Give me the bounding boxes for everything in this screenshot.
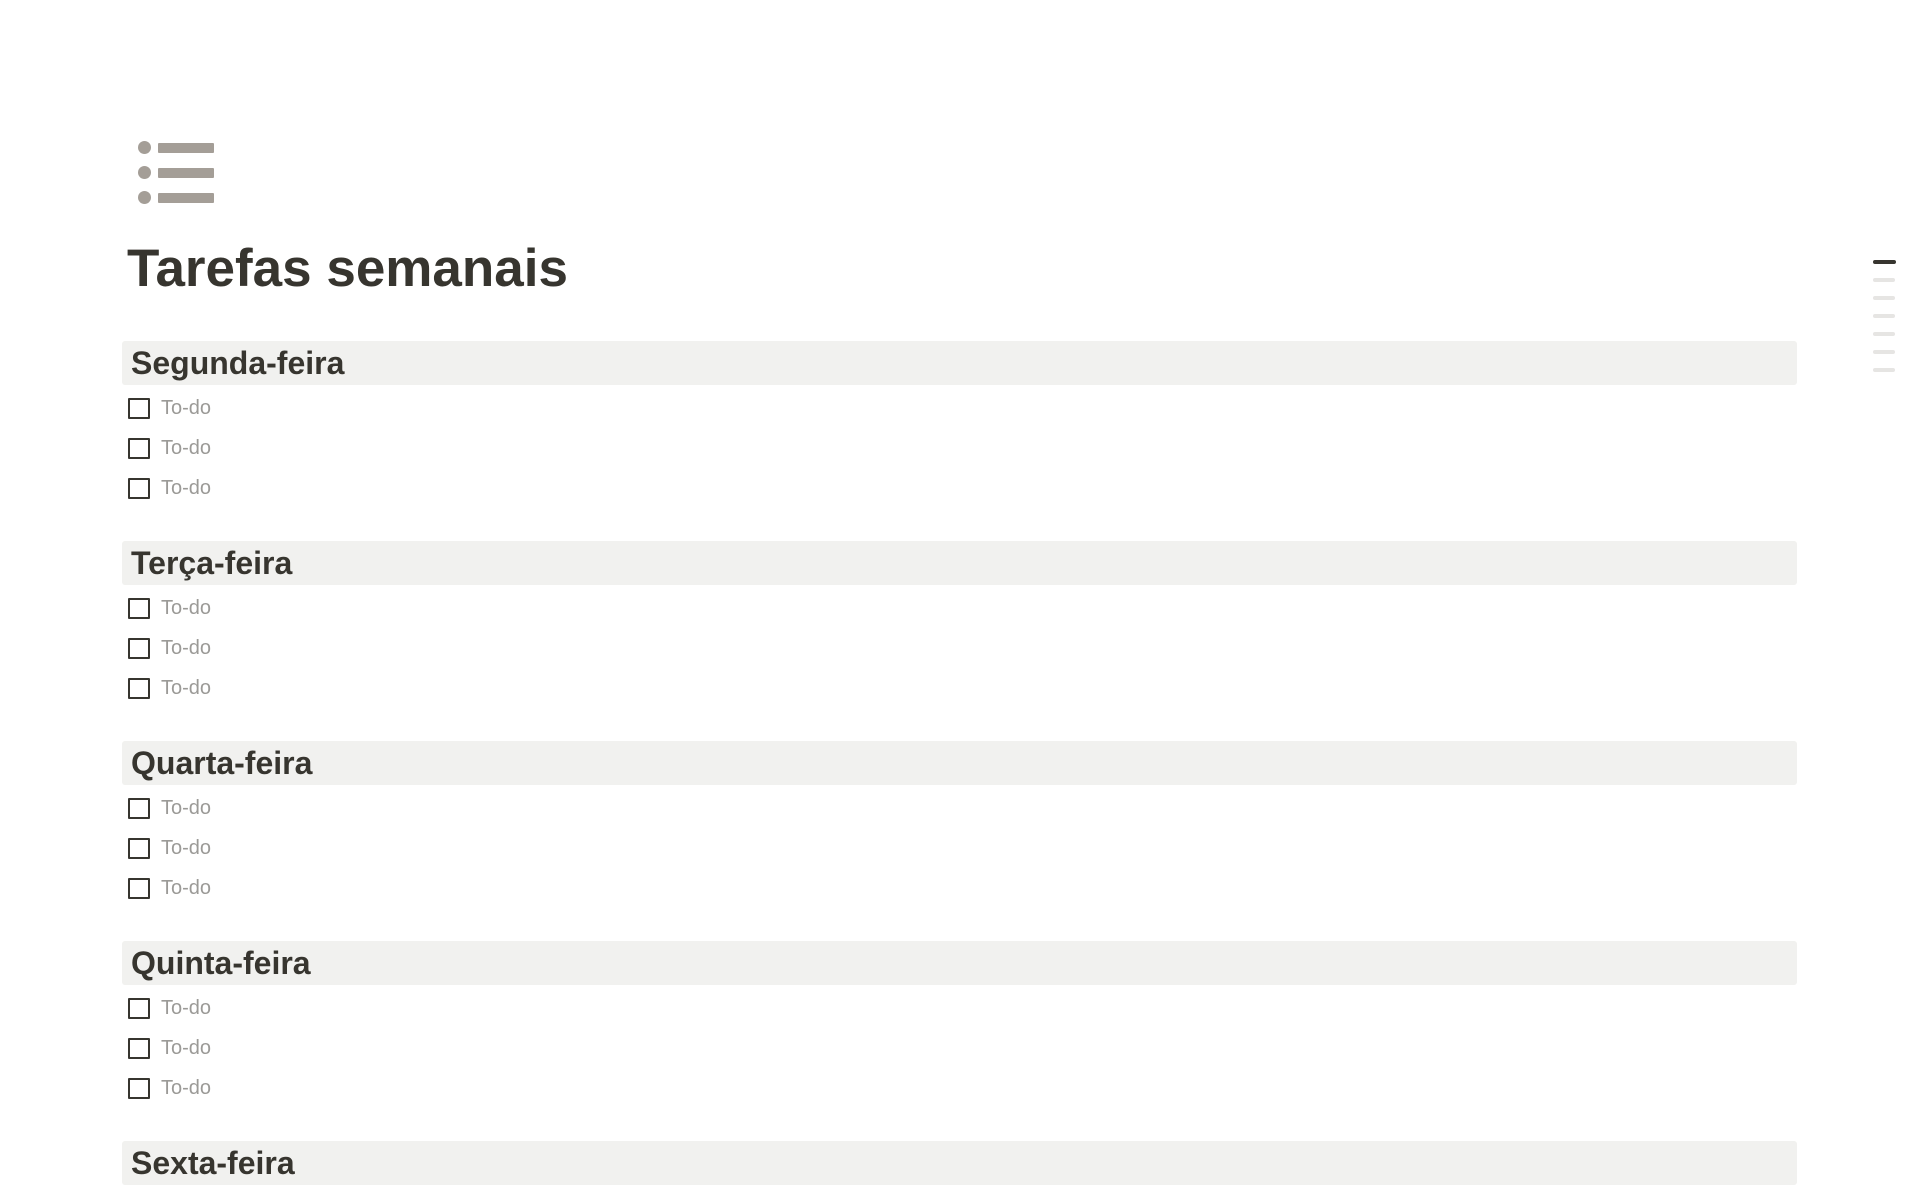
todo-label[interactable]: To-do [161, 397, 212, 419]
todo-label[interactable]: To-do [161, 837, 212, 859]
todo-list: To-do To-do To-do [128, 998, 1797, 1099]
toc-indicator-line[interactable] [1873, 332, 1895, 336]
section-heading-monday[interactable]: Segunda-feira [122, 341, 1797, 385]
icon-bullet [138, 141, 151, 154]
page-title[interactable]: Tarefas semanais [127, 239, 568, 298]
section-heading-wednesday[interactable]: Quarta-feira [122, 741, 1797, 785]
todo-label[interactable]: To-do [161, 997, 212, 1019]
section-thursday: Quinta-feira To-do To-do To-do [122, 918, 1797, 1118]
icon-bar [158, 167, 214, 178]
checkbox-unchecked-icon[interactable] [128, 798, 150, 819]
todo-item[interactable]: To-do [128, 838, 1797, 859]
todo-list: To-do To-do To-do [128, 598, 1797, 699]
checkbox-unchecked-icon[interactable] [128, 878, 150, 899]
todo-item[interactable]: To-do [128, 878, 1797, 899]
todo-item[interactable]: To-do [128, 398, 1797, 419]
section-heading-tuesday[interactable]: Terça-feira [122, 541, 1797, 585]
todo-list: To-do To-do To-do [128, 398, 1797, 499]
todo-item[interactable]: To-do [128, 1078, 1797, 1099]
todo-item[interactable]: To-do [128, 598, 1797, 619]
todo-item[interactable]: To-do [128, 438, 1797, 459]
section-wednesday: Quarta-feira To-do To-do To-do [122, 718, 1797, 918]
checkbox-unchecked-icon[interactable] [128, 998, 150, 1019]
checkbox-unchecked-icon[interactable] [128, 478, 150, 499]
toc-indicator-line[interactable] [1873, 314, 1895, 318]
section-monday: Segunda-feira To-do To-do To-do [122, 295, 1797, 518]
icon-bar [158, 142, 214, 153]
toc-indicator-line-active[interactable] [1873, 260, 1896, 264]
icon-bullet [138, 191, 151, 204]
todo-label[interactable]: To-do [161, 877, 212, 899]
page-content: Tarefas semanais Segunda-feira To-do To-… [122, 0, 1797, 1185]
icon-bar [158, 192, 214, 203]
todo-label[interactable]: To-do [161, 437, 212, 459]
todo-item[interactable]: To-do [128, 998, 1797, 1019]
todo-item[interactable]: To-do [128, 1038, 1797, 1059]
todo-item[interactable]: To-do [128, 798, 1797, 819]
todo-item[interactable]: To-do [128, 478, 1797, 499]
icon-row [138, 166, 234, 179]
todo-label[interactable]: To-do [161, 677, 212, 699]
icon-row [138, 191, 234, 204]
checkbox-unchecked-icon[interactable] [128, 638, 150, 659]
todo-label[interactable]: To-do [161, 637, 212, 659]
checkbox-unchecked-icon[interactable] [128, 598, 150, 619]
todo-label[interactable]: To-do [161, 597, 212, 619]
checkbox-unchecked-icon[interactable] [128, 398, 150, 419]
checkbox-unchecked-icon[interactable] [128, 1078, 150, 1099]
checkbox-unchecked-icon[interactable] [128, 1038, 150, 1059]
section-tuesday: Terça-feira To-do To-do To-do [122, 518, 1797, 718]
todo-list: To-do To-do To-do [128, 798, 1797, 899]
todo-label[interactable]: To-do [161, 797, 212, 819]
todo-item[interactable]: To-do [128, 678, 1797, 699]
icon-bullet [138, 166, 151, 179]
todo-label[interactable]: To-do [161, 1037, 212, 1059]
todo-label[interactable]: To-do [161, 477, 212, 499]
toc-indicator-line[interactable] [1873, 350, 1895, 354]
checkbox-unchecked-icon[interactable] [128, 438, 150, 459]
checkbox-unchecked-icon[interactable] [128, 678, 150, 699]
todo-label[interactable]: To-do [161, 1077, 212, 1099]
todo-item[interactable]: To-do [128, 638, 1797, 659]
section-friday: Sexta-feira [122, 1118, 1797, 1185]
checkbox-unchecked-icon[interactable] [128, 838, 150, 859]
toc-indicator-line[interactable] [1873, 296, 1895, 300]
table-of-contents [1873, 260, 1897, 386]
toc-indicator-line[interactable] [1873, 278, 1895, 282]
section-heading-friday[interactable]: Sexta-feira [122, 1141, 1797, 1185]
icon-row [138, 141, 234, 154]
section-heading-thursday[interactable]: Quinta-feira [122, 941, 1797, 985]
bulleted-list-icon[interactable] [138, 141, 234, 204]
toc-indicator-line[interactable] [1873, 368, 1895, 372]
